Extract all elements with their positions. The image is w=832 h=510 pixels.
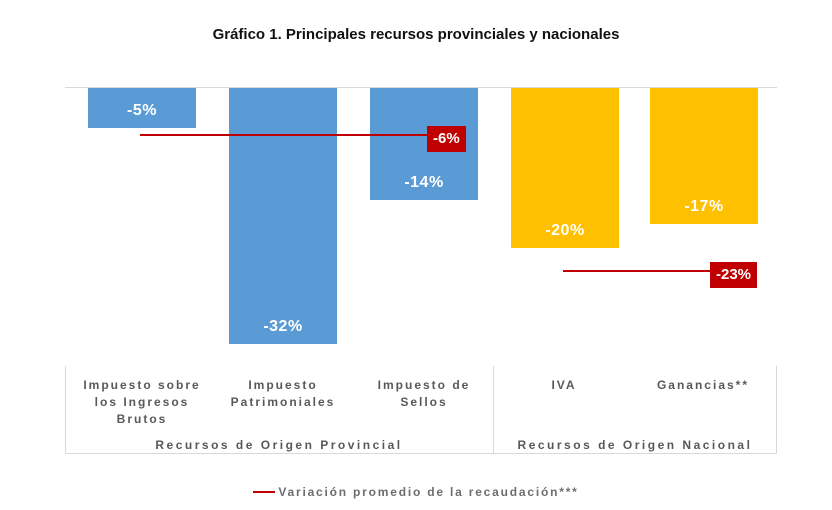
bar-sellos: -14% [370,88,478,200]
axis-divider-left [65,366,66,453]
category-label-sellos: Impuesto de Sellos [377,378,471,409]
red-line-legend-icon [253,491,276,493]
category-label-patrimoniales: Impuesto Patrimoniales [230,378,336,409]
bar-ganancias: -17% [650,88,758,224]
legend-label: Variación promedio de la recaudación*** [278,485,579,499]
zero-axis-line [65,87,777,88]
bar-value-label: -32% [263,318,303,335]
category-label-ganancias: Ganancias** [656,378,750,392]
chart-title: Gráfico 1. Principales recursos provinci… [212,26,620,43]
axis-divider-middle [493,366,494,453]
group-label-nacional: Recursos de Origen Nacional [517,438,753,452]
bar-value-label: -17% [684,198,724,215]
bar-value-label: -14% [404,174,444,191]
category-label-ingresos-brutos: Impuesto sobre los Ingresos Brutos [83,378,201,426]
category-label-iva: IVA [551,378,577,392]
group-label-provincial: Recursos de Origen Provincial [155,438,403,452]
average-label-national: -23% [710,262,758,288]
average-label-provincial: -6% [427,126,466,152]
bar-value-label: -5% [127,102,157,119]
bar-iva: -20% [511,88,619,248]
legend: Variación promedio de la recaudación*** [0,485,832,499]
axis-divider-right [776,366,777,453]
average-line-provincial [140,134,427,136]
bar-value-label: -20% [545,222,585,239]
axis-bottom-line [65,453,777,454]
average-line-national [563,270,710,272]
bar-patrimoniales: -32% [229,88,337,344]
bar-ingresos-brutos: -5% [88,88,196,128]
